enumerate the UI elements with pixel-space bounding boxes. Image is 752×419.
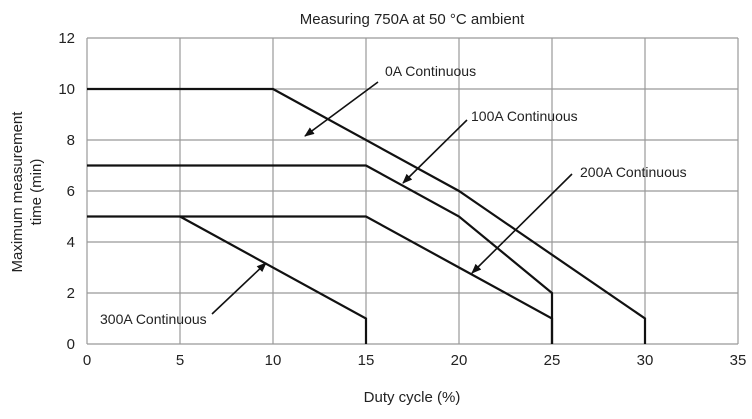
annotation-arrow	[471, 173, 573, 274]
y-tick-label: 0	[67, 336, 75, 353]
y-tick-label: 8	[67, 132, 75, 149]
y-tick-label: 4	[67, 234, 75, 251]
series-line-200a	[87, 215, 554, 344]
series-line-0a	[87, 87, 647, 344]
grid	[86, 37, 739, 345]
chart-title: Measuring 750A at 50 °C ambient	[300, 11, 525, 28]
annotations: 0A Continuous 100A Continuous 200A Continu…	[100, 63, 687, 327]
x-tick-label: 15	[358, 352, 375, 369]
series-lines	[87, 87, 647, 344]
annotation-label: 100A Continuous	[471, 108, 578, 124]
y-axis-label-line2: time (min)	[28, 159, 45, 226]
x-tick-label: 5	[176, 352, 184, 369]
y-tick-label: 12	[58, 30, 75, 47]
annotation-label: 300A Continuous	[100, 311, 207, 327]
annotation-arrow	[304, 81, 379, 137]
series-line-300a	[179, 215, 368, 344]
y-tick-label: 6	[67, 183, 75, 200]
annotation-arrow	[402, 119, 468, 184]
x-tick-label: 25	[544, 352, 561, 369]
x-tick-label: 0	[83, 352, 91, 369]
x-tick-label: 30	[637, 352, 654, 369]
annotation-label: 200A Continuous	[580, 164, 687, 180]
y-tick-label: 10	[58, 81, 75, 98]
x-tick-label: 35	[730, 352, 747, 369]
tick-labels: 0 5 10 15 20 25 30 35 0 2 4 6 8 10 12	[58, 30, 746, 369]
y-axis-label-line1: Maximum measurement	[9, 111, 26, 273]
series-line-100a	[87, 164, 554, 344]
annotation-label: 0A Continuous	[385, 63, 476, 79]
x-tick-label: 10	[265, 352, 282, 369]
x-axis-label: Duty cycle (%)	[364, 389, 461, 406]
annotation-arrow	[211, 262, 267, 315]
y-tick-label: 2	[67, 285, 75, 302]
x-tick-label: 20	[451, 352, 468, 369]
